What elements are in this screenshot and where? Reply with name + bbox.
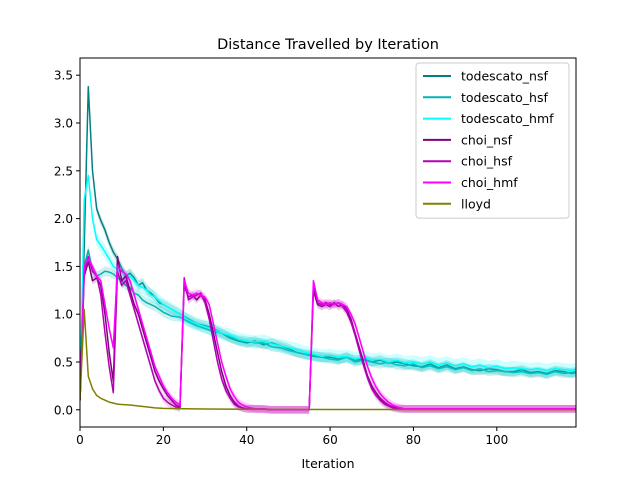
legend: todescato_nsf todescato_hsf todescato_hmfc… [415,62,570,219]
choi-nsf-confidence-band [80,253,576,414]
x-tick-label: 40 [239,433,254,447]
legend-label-choi-hsf: choi_hsf [461,154,513,169]
y-tick-label: 0.0 [54,403,73,417]
legend-label-todescato-hsf: todescato_hsf [461,90,548,105]
x-tick-label: 100 [485,433,508,447]
legend-label-todescato-hmf: todescato_hmf [461,111,554,126]
choi-hmf-confidence-band [80,254,576,414]
y-tick-label: 1.0 [54,308,73,322]
todescato-nsf-confidence-band [80,81,576,406]
legend-label-choi-nsf: choi_nsf [461,132,513,147]
choi-nsf-series-line [80,256,576,411]
lloyd-series-line [80,308,576,411]
y-tick-label: 2.5 [54,164,73,178]
legend-label-lloyd: lloyd [461,196,491,211]
legend-label-todescato-nsf: todescato_nsf [461,69,548,84]
legend-box [415,62,570,219]
y-tick-label: 3.0 [54,117,73,131]
y-tick-label: 0.5 [54,355,73,369]
x-tick-label: 60 [322,433,337,447]
y-tick-label: 1.5 [54,260,73,274]
y-tick-label: 2.0 [54,212,73,226]
plot-frame [79,57,577,428]
legend-label-choi-hmf: choi_hmf [461,175,518,190]
choi-hmf-series-line [80,258,576,411]
x-tick-label: 80 [406,433,421,447]
x-tick-label: 20 [156,433,171,447]
chart-title: Distance Travelled by Iteration [217,37,439,53]
x-axis-label: Iteration [301,456,354,471]
y-axis-ticks: 0.0 0.5 1.0 1.5 2.0 2.5 3.0 3.5 [54,69,80,417]
y-tick-label: 3.5 [54,69,73,83]
choi-hsf-confidence-band [80,253,576,414]
series-layer [80,81,576,414]
todescato-hmf-confidence-band [80,168,576,407]
x-tick-label: 0 [76,433,84,447]
choi-hsf-series-line [80,256,576,411]
todescato-hmf-series-line [80,174,576,401]
x-axis-ticks: 0 20 40 60 80 100 [76,427,508,447]
